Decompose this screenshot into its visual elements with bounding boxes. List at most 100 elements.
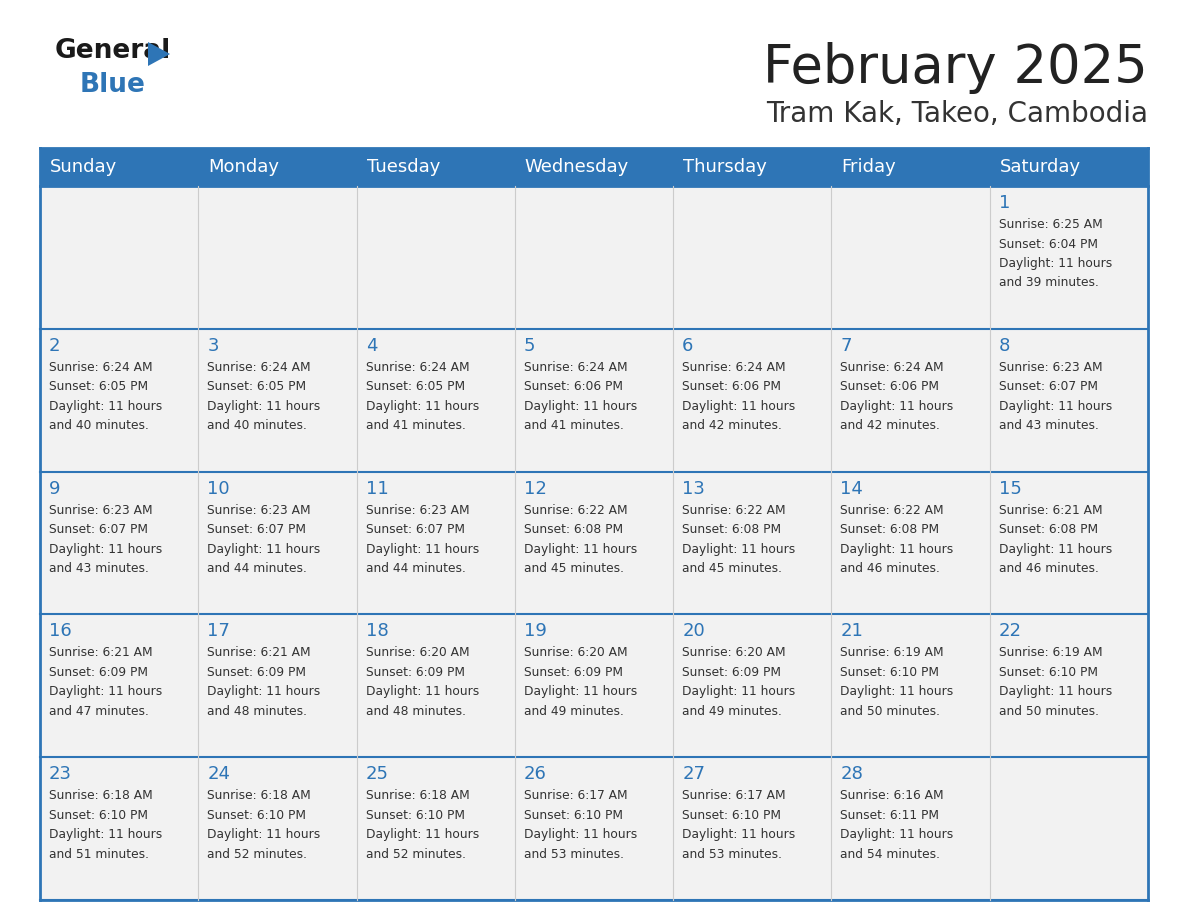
Text: 8: 8 (999, 337, 1010, 354)
Text: Daylight: 11 hours: Daylight: 11 hours (682, 400, 796, 413)
Text: Sunset: 6:07 PM: Sunset: 6:07 PM (207, 523, 307, 536)
Text: Friday: Friday (841, 158, 896, 176)
Text: Sunset: 6:09 PM: Sunset: 6:09 PM (207, 666, 307, 679)
Text: February 2025: February 2025 (763, 42, 1148, 94)
Bar (40, 757, 1148, 900)
Text: Sunrise: 6:25 AM: Sunrise: 6:25 AM (999, 218, 1102, 231)
Bar (40, 148, 1148, 186)
Text: Daylight: 11 hours: Daylight: 11 hours (366, 686, 479, 699)
Text: 15: 15 (999, 479, 1022, 498)
Bar (40, 472, 1148, 614)
Text: and 43 minutes.: and 43 minutes. (49, 562, 148, 575)
Text: 17: 17 (207, 622, 230, 641)
Text: 21: 21 (840, 622, 864, 641)
Text: Sunset: 6:08 PM: Sunset: 6:08 PM (840, 523, 940, 536)
Text: 4: 4 (366, 337, 377, 354)
Text: 12: 12 (524, 479, 546, 498)
Text: Sunset: 6:08 PM: Sunset: 6:08 PM (524, 523, 623, 536)
Text: Sunrise: 6:24 AM: Sunrise: 6:24 AM (682, 361, 785, 374)
Text: Sunset: 6:05 PM: Sunset: 6:05 PM (49, 380, 148, 393)
Text: Sunrise: 6:22 AM: Sunrise: 6:22 AM (524, 504, 627, 517)
Text: and 46 minutes.: and 46 minutes. (999, 562, 1099, 575)
Text: Sunrise: 6:20 AM: Sunrise: 6:20 AM (682, 646, 785, 659)
Text: and 48 minutes.: and 48 minutes. (366, 705, 466, 718)
Text: General: General (55, 38, 171, 64)
Text: Daylight: 11 hours: Daylight: 11 hours (682, 828, 796, 841)
Text: Daylight: 11 hours: Daylight: 11 hours (366, 400, 479, 413)
Text: Wednesday: Wednesday (525, 158, 630, 176)
Text: 27: 27 (682, 766, 706, 783)
Text: Sunset: 6:05 PM: Sunset: 6:05 PM (366, 380, 465, 393)
Text: Daylight: 11 hours: Daylight: 11 hours (524, 686, 637, 699)
Text: Sunrise: 6:16 AM: Sunrise: 6:16 AM (840, 789, 944, 802)
Text: Blue: Blue (80, 72, 146, 98)
Text: and 51 minutes.: and 51 minutes. (49, 847, 148, 861)
Text: and 42 minutes.: and 42 minutes. (840, 420, 941, 432)
Text: 1: 1 (999, 194, 1010, 212)
Text: Saturday: Saturday (1000, 158, 1081, 176)
Text: Sunset: 6:08 PM: Sunset: 6:08 PM (999, 523, 1098, 536)
Text: Sunset: 6:07 PM: Sunset: 6:07 PM (999, 380, 1098, 393)
Text: Daylight: 11 hours: Daylight: 11 hours (207, 828, 321, 841)
Bar (40, 329, 1148, 472)
Text: and 50 minutes.: and 50 minutes. (840, 705, 941, 718)
Text: and 40 minutes.: and 40 minutes. (207, 420, 308, 432)
Text: Thursday: Thursday (683, 158, 767, 176)
Text: Sunrise: 6:24 AM: Sunrise: 6:24 AM (207, 361, 311, 374)
Text: 26: 26 (524, 766, 546, 783)
Text: 7: 7 (840, 337, 852, 354)
Text: and 46 minutes.: and 46 minutes. (840, 562, 941, 575)
Text: Sunrise: 6:18 AM: Sunrise: 6:18 AM (207, 789, 311, 802)
Text: Daylight: 11 hours: Daylight: 11 hours (524, 543, 637, 555)
Text: 19: 19 (524, 622, 546, 641)
Text: Daylight: 11 hours: Daylight: 11 hours (840, 543, 954, 555)
Text: 2: 2 (49, 337, 61, 354)
Text: Daylight: 11 hours: Daylight: 11 hours (49, 400, 163, 413)
Text: 28: 28 (840, 766, 864, 783)
Text: Sunrise: 6:21 AM: Sunrise: 6:21 AM (49, 646, 152, 659)
Text: Daylight: 11 hours: Daylight: 11 hours (207, 686, 321, 699)
Text: 10: 10 (207, 479, 230, 498)
Text: 23: 23 (49, 766, 72, 783)
Text: Sunset: 6:09 PM: Sunset: 6:09 PM (49, 666, 148, 679)
Text: Sunset: 6:07 PM: Sunset: 6:07 PM (49, 523, 148, 536)
Text: 25: 25 (366, 766, 388, 783)
Text: Sunset: 6:06 PM: Sunset: 6:06 PM (682, 380, 782, 393)
Text: 9: 9 (49, 479, 61, 498)
Text: Sunset: 6:05 PM: Sunset: 6:05 PM (207, 380, 307, 393)
Text: Daylight: 11 hours: Daylight: 11 hours (840, 686, 954, 699)
Text: and 52 minutes.: and 52 minutes. (366, 847, 466, 861)
Text: and 50 minutes.: and 50 minutes. (999, 705, 1099, 718)
Text: and 41 minutes.: and 41 minutes. (366, 420, 466, 432)
Text: Daylight: 11 hours: Daylight: 11 hours (682, 686, 796, 699)
Text: Daylight: 11 hours: Daylight: 11 hours (840, 400, 954, 413)
Text: Monday: Monday (208, 158, 279, 176)
Text: 14: 14 (840, 479, 864, 498)
Text: 18: 18 (366, 622, 388, 641)
Text: and 49 minutes.: and 49 minutes. (524, 705, 624, 718)
Text: and 52 minutes.: and 52 minutes. (207, 847, 308, 861)
Text: Sunset: 6:10 PM: Sunset: 6:10 PM (524, 809, 623, 822)
Text: Sunrise: 6:23 AM: Sunrise: 6:23 AM (999, 361, 1102, 374)
Text: Daylight: 11 hours: Daylight: 11 hours (366, 543, 479, 555)
Text: 3: 3 (207, 337, 219, 354)
Text: Sunrise: 6:20 AM: Sunrise: 6:20 AM (524, 646, 627, 659)
Text: Sunset: 6:09 PM: Sunset: 6:09 PM (524, 666, 623, 679)
Text: Sunrise: 6:21 AM: Sunrise: 6:21 AM (999, 504, 1102, 517)
Text: 6: 6 (682, 337, 694, 354)
Text: Sunday: Sunday (50, 158, 118, 176)
Text: Sunrise: 6:24 AM: Sunrise: 6:24 AM (49, 361, 152, 374)
Text: Daylight: 11 hours: Daylight: 11 hours (49, 686, 163, 699)
Text: 24: 24 (207, 766, 230, 783)
Text: and 45 minutes.: and 45 minutes. (682, 562, 782, 575)
Text: Daylight: 11 hours: Daylight: 11 hours (999, 686, 1112, 699)
Text: Sunrise: 6:19 AM: Sunrise: 6:19 AM (840, 646, 944, 659)
Text: and 39 minutes.: and 39 minutes. (999, 276, 1099, 289)
Text: and 44 minutes.: and 44 minutes. (366, 562, 466, 575)
Text: and 44 minutes.: and 44 minutes. (207, 562, 308, 575)
Text: and 40 minutes.: and 40 minutes. (49, 420, 148, 432)
Text: Sunset: 6:09 PM: Sunset: 6:09 PM (366, 666, 465, 679)
Text: Daylight: 11 hours: Daylight: 11 hours (840, 828, 954, 841)
Text: Sunset: 6:04 PM: Sunset: 6:04 PM (999, 238, 1098, 251)
Text: Daylight: 11 hours: Daylight: 11 hours (524, 400, 637, 413)
